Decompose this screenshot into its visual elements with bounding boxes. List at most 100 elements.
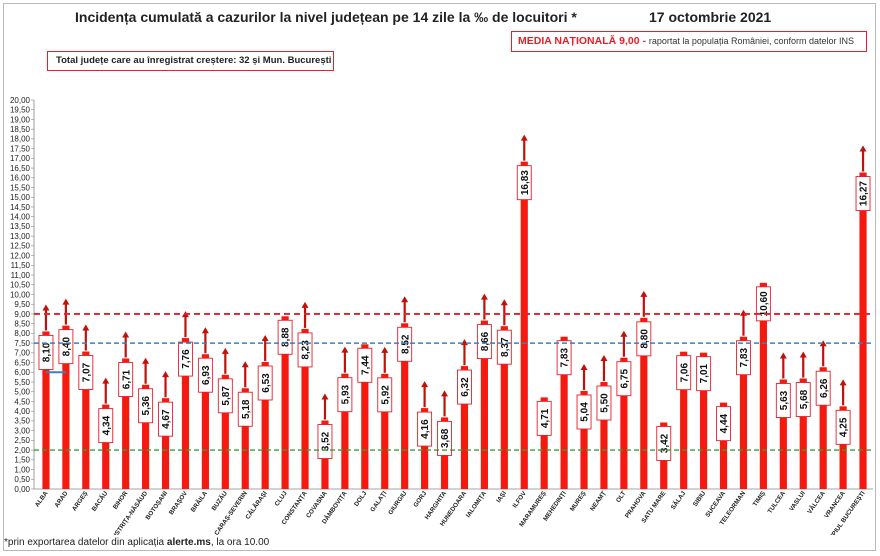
y-tick-label: 17,50 — [10, 144, 31, 153]
x-tick-label: OLT — [615, 490, 628, 504]
y-tick-label: 17,00 — [10, 154, 31, 163]
y-tick-label: 2,50 — [14, 436, 30, 445]
increase-arrow-head — [779, 352, 787, 359]
value-label: 7,44 — [357, 347, 373, 383]
bar — [122, 358, 130, 489]
value-label: 5,50 — [596, 385, 612, 421]
x-tick-label: VASLUI — [788, 490, 807, 513]
value-label-box — [237, 391, 253, 427]
value-label-box — [616, 361, 632, 397]
value-label-text: 3,52 — [321, 431, 332, 451]
value-label: 7,07 — [78, 355, 94, 390]
value-label-box — [118, 362, 134, 397]
y-tick-label: 14,50 — [10, 203, 31, 212]
increase-arrow-head — [341, 346, 349, 353]
value-label-box — [496, 329, 512, 365]
value-label: 8,23 — [297, 332, 313, 368]
value-label-box — [337, 377, 353, 413]
value-label-text: 6,53 — [261, 373, 272, 393]
x-tick-label: ARGEȘ — [71, 490, 90, 512]
bar-chart: 0,000,501,001,502,002,503,003,504,004,50… — [10, 96, 873, 535]
value-label-text: 4,67 — [161, 409, 172, 429]
y-tick-label: 0,00 — [14, 485, 30, 494]
increase-arrow-head — [201, 327, 209, 334]
increase-arrow-head — [82, 324, 90, 331]
y-tick-label: 13,00 — [10, 232, 31, 241]
value-label-text: 3,42 — [659, 433, 670, 453]
bar — [739, 336, 748, 489]
value-label: 4,71 — [536, 400, 552, 436]
value-label-text: 5,50 — [600, 393, 611, 413]
value-label: 3,42 — [656, 426, 672, 461]
y-tick-label: 15,50 — [10, 183, 31, 192]
bar — [161, 398, 170, 489]
y-tick-label: 12,50 — [10, 242, 31, 251]
y-tick-label: 13,50 — [10, 222, 31, 231]
value-label: 8,66 — [476, 324, 492, 360]
value-label-box — [98, 408, 114, 444]
x-tick-label: TIMIȘ — [752, 490, 767, 508]
increase-arrow-head — [500, 299, 508, 306]
x-tick-label: BACĂU — [89, 489, 110, 513]
value-label: 5,93 — [337, 377, 353, 413]
x-tick-label: ILFOV — [512, 489, 529, 509]
bar — [221, 374, 229, 489]
y-tick-label: 11,00 — [11, 271, 31, 280]
value-label-box — [138, 388, 154, 424]
y-tick-label: 7,50 — [14, 339, 30, 348]
y-tick-label: 20,00 — [10, 96, 31, 105]
value-label-text: 8,52 — [400, 334, 411, 354]
value-label-box — [277, 319, 293, 355]
value-label-box — [197, 357, 213, 393]
bar — [839, 406, 847, 489]
value-label-text: 5,36 — [141, 396, 152, 416]
bar — [102, 404, 110, 489]
increase-arrow-head — [480, 293, 488, 300]
value-label-text: 4,71 — [540, 408, 551, 428]
value-label-box — [716, 406, 731, 442]
footnote-prefix: *prin exportarea datelor din aplicația — [4, 537, 167, 548]
value-label-box — [636, 321, 652, 357]
value-label-text: 4,25 — [839, 417, 850, 437]
x-tick-label: DOLJ — [353, 490, 369, 508]
national-average-note: raportat la populația României, conform … — [648, 36, 854, 46]
y-tick-label: 6,50 — [14, 358, 30, 367]
value-label: 4,16 — [417, 411, 433, 447]
increase-arrow-head — [381, 346, 389, 353]
footnote-suffix: , la ora 10.00 — [210, 537, 270, 548]
y-tick-label: 8,00 — [14, 329, 30, 338]
value-label-box — [795, 382, 811, 417]
x-tick-label: IAȘI — [495, 490, 508, 504]
increase-arrow-head — [142, 357, 150, 364]
bar — [540, 397, 548, 489]
y-tick-label: 19,50 — [10, 106, 31, 115]
y-tick-label: 10,50 — [10, 281, 31, 290]
y-tick-label: 1,00 — [14, 465, 30, 474]
increase-arrow-head — [421, 381, 429, 388]
value-label: 8,40 — [58, 329, 74, 365]
bar — [42, 331, 50, 489]
bar — [261, 361, 269, 489]
x-tick-label: NEAMȚ — [589, 490, 608, 512]
y-tick-label: 1,50 — [14, 456, 30, 465]
x-tick-label: ALBA — [34, 490, 50, 509]
bar — [520, 161, 528, 489]
value-label-box — [257, 365, 273, 401]
value-label-text: 6,71 — [121, 369, 132, 389]
increase-arrow-head — [321, 393, 329, 400]
y-tick-label: 3,00 — [14, 426, 30, 435]
value-label-box — [38, 335, 54, 370]
x-tick-label: GORJ — [412, 490, 428, 509]
value-label-box — [158, 401, 173, 437]
value-label: 4,44 — [716, 406, 731, 442]
x-tick-label: BIHOR — [112, 490, 130, 511]
bar — [779, 379, 787, 489]
value-label-text: 5,92 — [380, 385, 391, 405]
value-label-box — [397, 326, 413, 362]
value-label-box — [755, 286, 771, 322]
value-label: 5,36 — [138, 388, 154, 424]
bar — [241, 388, 249, 489]
value-label-box — [576, 394, 592, 430]
y-tick-label: 12,00 — [10, 251, 31, 260]
value-label: 8,88 — [277, 319, 293, 355]
